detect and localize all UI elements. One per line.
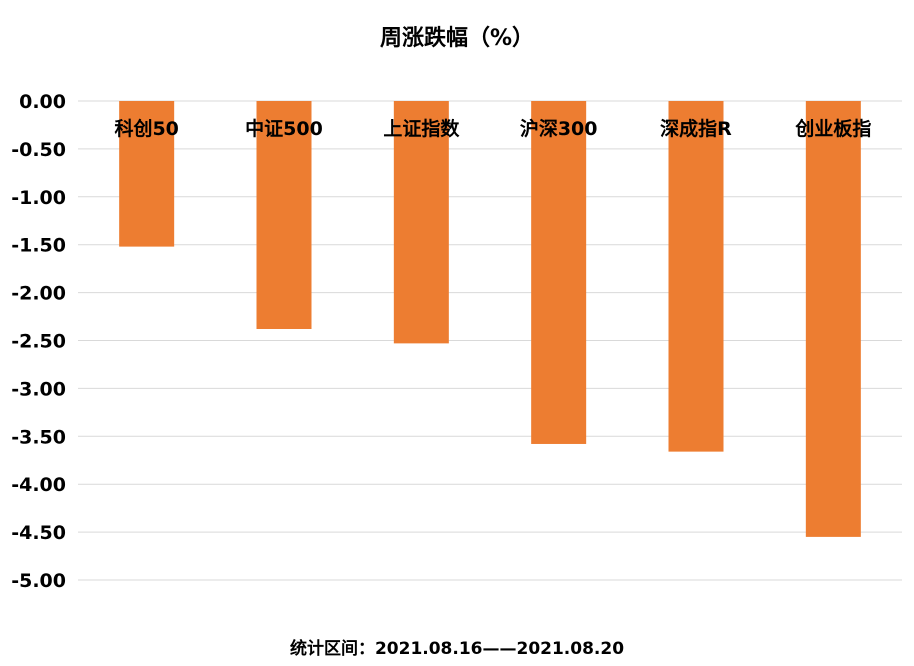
bar-5 bbox=[805, 101, 861, 537]
category-label: 科创50 bbox=[114, 117, 178, 140]
bar-1 bbox=[256, 101, 312, 330]
y-tick-labels: 0.00 -0.50 -1.00 -1.50 -2.00 -2.50 -3.00 -3.50 -… bbox=[11, 91, 66, 592]
y-tick-label: -2.00 bbox=[11, 283, 66, 305]
category-labels: 科创50 中证500 上证指数 沪深300 深成指R 创业板指 bbox=[114, 117, 871, 140]
bar-4 bbox=[668, 101, 724, 452]
y-tick-label: -4.50 bbox=[11, 522, 66, 544]
y-tick-label: 0.00 bbox=[19, 91, 66, 113]
y-tick-label: -0.50 bbox=[11, 139, 66, 161]
y-tick-label: -3.50 bbox=[11, 426, 66, 448]
category-label: 中证500 bbox=[245, 117, 323, 140]
bar-3 bbox=[531, 101, 587, 444]
y-tick-label: -4.00 bbox=[11, 474, 66, 496]
y-tick-label: -1.00 bbox=[11, 187, 66, 209]
category-label: 沪深300 bbox=[520, 117, 598, 140]
category-label: 上证指数 bbox=[383, 117, 460, 140]
bar-0 bbox=[119, 101, 175, 247]
y-tick-label: -3.00 bbox=[11, 378, 66, 400]
category-label: 深成指R bbox=[660, 117, 732, 140]
y-tick-label: -1.50 bbox=[11, 235, 66, 257]
grid-lines bbox=[78, 100, 902, 581]
bar-2 bbox=[393, 101, 449, 344]
category-label: 创业板指 bbox=[794, 117, 871, 140]
chart-title: 周涨跌幅（%） bbox=[379, 26, 535, 51]
footnote-date-range: 统计区间：2021.08.16——2021.08.20 bbox=[289, 639, 625, 659]
y-tick-label: -5.00 bbox=[11, 570, 66, 592]
y-tick-label: -2.50 bbox=[11, 331, 66, 353]
bars bbox=[119, 101, 861, 537]
